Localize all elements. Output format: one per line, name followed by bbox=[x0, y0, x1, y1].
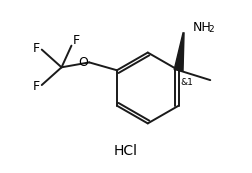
Text: &1: &1 bbox=[180, 78, 193, 87]
Text: HCl: HCl bbox=[114, 144, 137, 158]
Text: F: F bbox=[32, 42, 39, 55]
Text: F: F bbox=[73, 34, 80, 47]
Text: O: O bbox=[78, 56, 88, 69]
Text: 2: 2 bbox=[207, 25, 213, 34]
Text: F: F bbox=[32, 80, 39, 93]
Polygon shape bbox=[173, 33, 183, 71]
Text: NH: NH bbox=[192, 21, 210, 34]
